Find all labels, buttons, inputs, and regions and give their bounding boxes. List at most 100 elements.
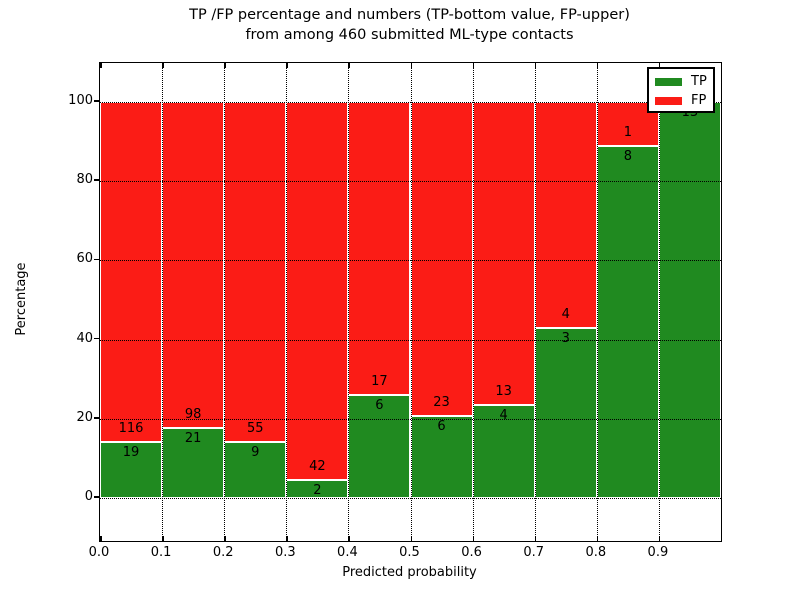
x-tick-mark-bottom [348, 536, 350, 541]
x-axis-label: Predicted probability [342, 565, 477, 580]
x-tick-mark-bottom [100, 536, 102, 541]
x-tick-label: 0.5 [399, 545, 420, 560]
fp-count-label: 116 [118, 421, 144, 437]
vertical-gridline [348, 63, 350, 541]
legend-label-tp: TP [691, 74, 707, 89]
fp-count-label: 13 [495, 383, 512, 399]
legend: TP FP [647, 67, 715, 113]
horizontal-gridline [100, 181, 721, 183]
vertical-gridline [162, 63, 164, 541]
bar-segment-tp [410, 416, 473, 498]
x-tick-mark-bottom [534, 536, 537, 541]
vertical-gridline [224, 63, 226, 541]
x-tick-mark-top [410, 63, 412, 68]
bar-segment-fp [162, 102, 225, 429]
x-tick-mark-top [100, 63, 102, 68]
x-tick-label: 0.1 [150, 545, 172, 560]
tp-count-label: 19 [122, 445, 140, 461]
vertical-gridline [534, 63, 536, 541]
bar-segment-tp [658, 102, 721, 498]
chart-title: TP /FP percentage and numbers (TP-bottom… [99, 5, 720, 45]
tp-count-label: 8 [623, 149, 632, 164]
x-tick-mark-top [162, 63, 164, 68]
chart-title-line1: TP /FP percentage and numbers (TP-bottom… [189, 7, 630, 23]
x-tick-mark-bottom [658, 536, 661, 541]
horizontal-gridline [100, 339, 721, 341]
x-tick-mark-top [286, 63, 288, 68]
bar-segment-fp [410, 102, 473, 417]
tp-count-label: 21 [184, 431, 202, 447]
y-tick-label: 80 [76, 172, 93, 188]
bar-segment-fp [534, 102, 597, 329]
bar-segment-tp [534, 328, 597, 498]
fp-count-label: 17 [371, 373, 388, 389]
y-tick-mark [94, 258, 99, 261]
vertical-gridline [286, 63, 288, 541]
horizontal-gridline [100, 102, 721, 103]
bar-segment-fp [286, 102, 349, 480]
vertical-gridline [596, 63, 598, 541]
x-tick-mark-top [348, 63, 350, 68]
x-tick-mark-bottom [224, 536, 226, 541]
legend-swatch-fp [655, 96, 682, 105]
y-tick-mark [94, 337, 99, 340]
x-tick-label: 0.9 [647, 545, 669, 560]
tp-count-label: 6 [375, 397, 384, 413]
tp-count-label: 4 [499, 407, 508, 423]
x-tick-label: 0.2 [212, 545, 234, 560]
x-tick-label: 0.3 [274, 545, 296, 560]
horizontal-gridline [100, 260, 721, 262]
x-tick-mark-bottom [162, 536, 164, 541]
x-tick-mark-top [596, 63, 599, 68]
bar-segment-tp [100, 442, 163, 498]
x-tick-label: 0.4 [337, 545, 358, 560]
vertical-gridline [472, 63, 474, 541]
y-tick-label: 60 [76, 251, 93, 267]
x-tick-label: 0.7 [523, 545, 545, 560]
legend-label-fp: FP [691, 93, 707, 108]
fp-count-label: 1 [623, 125, 632, 140]
x-tick-mark-top [224, 63, 226, 68]
bar-segment-tp [472, 404, 535, 498]
tp-count-label: 6 [437, 419, 446, 435]
x-tick-mark-bottom [596, 536, 599, 541]
chart-title-line2: from among 460 submitted ML-type contact… [245, 27, 574, 43]
y-tick-mark [94, 496, 99, 498]
bar-segment-tp [348, 394, 411, 498]
vertical-gridline [658, 63, 660, 541]
legend-swatch-tp [655, 77, 682, 86]
bar-segment-fp [100, 102, 163, 443]
tp-count-label: 2 [313, 483, 322, 498]
x-tick-mark-bottom [286, 536, 288, 541]
x-tick-mark-top [534, 63, 537, 68]
bar-segment-fp [472, 102, 535, 405]
bar-segment-fp [224, 102, 287, 443]
x-tick-label: 0.0 [88, 545, 110, 560]
fp-count-label: 55 [246, 421, 264, 437]
y-tick-label: 20 [76, 409, 93, 425]
legend-row: TP [649, 72, 713, 91]
y-tick-mark [94, 179, 99, 181]
horizontal-gridline [100, 498, 721, 499]
y-tick-label: 0 [84, 489, 93, 504]
fp-count-label: 23 [433, 395, 450, 411]
y-tick-mark [94, 417, 99, 419]
fp-count-label: 42 [309, 459, 326, 474]
x-tick-mark-bottom [472, 536, 475, 541]
vertical-gridline [410, 63, 412, 541]
x-tick-label: 0.6 [461, 545, 482, 560]
y-axis-label: Percentage [14, 262, 29, 336]
y-tick-label: 100 [68, 93, 93, 108]
x-tick-mark-bottom [410, 536, 412, 541]
fp-count-label: 98 [184, 407, 202, 423]
tp-count-label: 9 [251, 445, 260, 461]
x-tick-label: 0.8 [585, 545, 607, 560]
y-tick-mark [94, 100, 99, 102]
x-tick-mark-top [658, 63, 661, 68]
tp-count-label: 3 [561, 331, 570, 347]
x-tick-mark-top [472, 63, 475, 68]
fp-count-label: 4 [561, 307, 570, 323]
legend-row: FP [649, 91, 713, 110]
